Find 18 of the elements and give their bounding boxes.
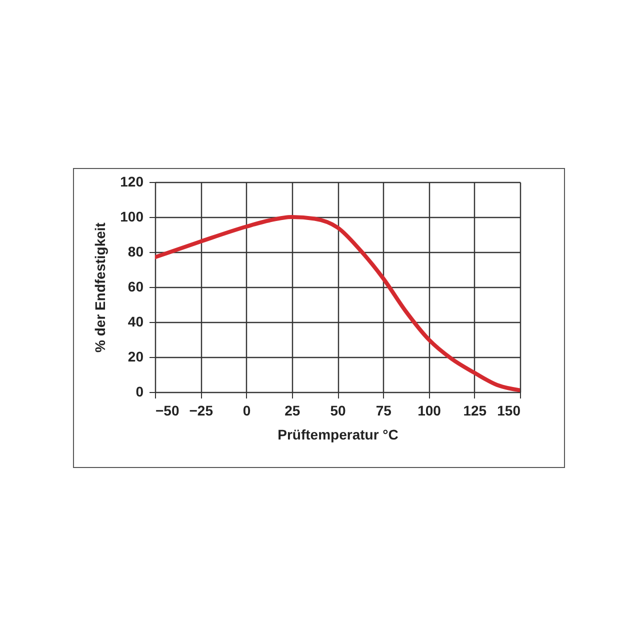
x-axis-title: Prüftemperatur °C xyxy=(278,426,398,442)
y-tick-label: 20 xyxy=(128,348,144,364)
y-tick-label: 0 xyxy=(136,384,144,400)
x-tick-label: 150 xyxy=(497,402,521,418)
y-tick-label: 80 xyxy=(128,244,144,260)
y-tick-label: 100 xyxy=(120,208,144,224)
x-tick-label: 100 xyxy=(418,402,442,418)
x-tick-label: −25 xyxy=(189,402,214,418)
y-tick-label: 40 xyxy=(128,314,144,330)
x-tick-label: 125 xyxy=(463,402,487,418)
y-tick-label: 60 xyxy=(128,278,144,294)
x-tick-label: 0 xyxy=(242,402,251,418)
x-tick-label: 25 xyxy=(284,402,300,418)
x-tick-label: −50 xyxy=(156,402,180,418)
y-tick-label: 120 xyxy=(120,174,144,190)
x-tick-label: 75 xyxy=(376,402,392,418)
y-axis-title: % der Endfestigkeit xyxy=(92,222,108,352)
x-tick-label: 50 xyxy=(330,402,346,418)
